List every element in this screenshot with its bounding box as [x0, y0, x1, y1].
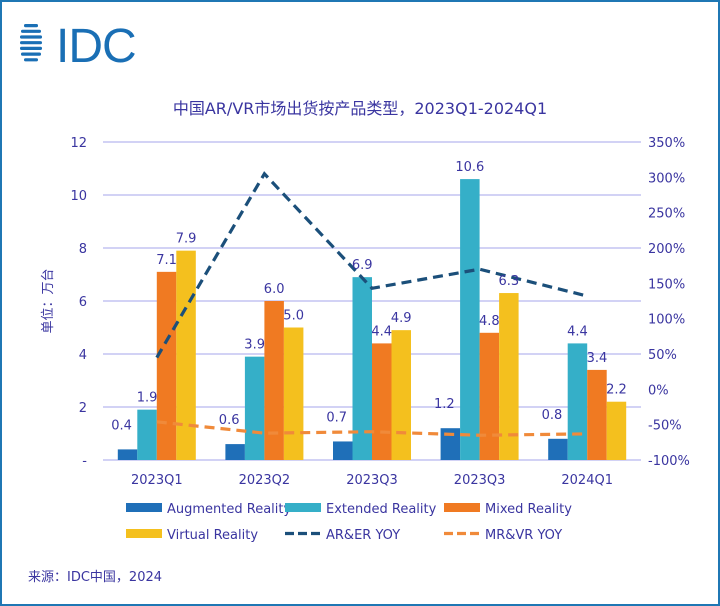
bar-extended-reality: [567, 343, 588, 460]
data-label: 4.9: [391, 311, 412, 326]
x-tick-label: 2023Q1: [131, 473, 183, 488]
y-axis-label: 单位：万台: [41, 268, 56, 333]
y-tick-label: 4: [79, 348, 87, 363]
y-tick-label: -: [82, 454, 87, 469]
logo-stripe: [24, 58, 38, 62]
idc-logo: IDC: [20, 20, 137, 73]
data-label: 0.8: [542, 408, 563, 423]
y-tick-label: 6: [79, 295, 87, 310]
bar-virtual-reality: [499, 293, 519, 460]
data-label: 0.7: [326, 410, 347, 425]
logo-stripe: [20, 35, 42, 39]
bar-augmented-reality: [548, 438, 568, 460]
y2-tick-label: 100%: [648, 313, 685, 328]
data-label: 4.4: [567, 324, 588, 339]
logo-stripe: [20, 46, 42, 50]
line-ar-er-yoy: [155, 171, 588, 359]
y2-tick-label: -100%: [648, 454, 690, 469]
data-label: 0.6: [219, 413, 240, 428]
legend-label: Extended Reality: [326, 502, 437, 517]
bar-virtual-reality: [606, 401, 627, 460]
y2-tick-label: -50%: [648, 419, 682, 434]
x-tick-label: 2023Q3: [346, 473, 398, 488]
bar-extended-reality: [137, 409, 157, 460]
bar-virtual-reality: [176, 250, 196, 460]
bar-mixed-reality: [372, 343, 392, 460]
bar-extended-reality: [244, 356, 265, 460]
data-label: 2.2: [606, 383, 627, 398]
bar-augmented-reality: [440, 428, 461, 460]
data-label: 7.9: [176, 232, 197, 247]
logo-text: IDC: [56, 20, 136, 73]
data-label: 6.0: [264, 282, 285, 297]
bar-augmented-reality: [225, 444, 245, 460]
data-label: 7.1: [156, 253, 177, 268]
data-label: 4.8: [479, 314, 500, 329]
y-tick-label: 10: [70, 189, 87, 204]
legend-swatch: [285, 503, 321, 512]
logo-stripe: [20, 41, 42, 45]
bar-augmented-reality: [117, 449, 138, 460]
legend-label: Mixed Reality: [485, 502, 572, 517]
data-label: 10.6: [455, 160, 484, 175]
y2-tick-label: 350%: [648, 136, 685, 151]
legend-swatch: [126, 529, 162, 538]
data-label: 5.0: [283, 309, 304, 324]
y-tick-label: 12: [70, 136, 87, 151]
chart-title: 中国AR/VR市场出货按产品类型，2023Q1-2024Q1: [173, 99, 547, 118]
line-mr-vr-yoy: [156, 420, 588, 437]
data-label: 3.4: [587, 351, 608, 366]
x-tick-label: 2024Q1: [561, 473, 613, 488]
legend-label: Augmented Reality: [167, 502, 291, 517]
legend-label: AR&ER YOY: [326, 528, 400, 543]
y2-tick-label: 200%: [648, 242, 685, 257]
bar-mixed-reality: [264, 301, 284, 460]
y-tick-label: 2: [79, 401, 87, 416]
y-tick-label: 8: [79, 242, 87, 257]
data-label: 1.2: [434, 397, 455, 412]
logo-stripe: [24, 24, 38, 28]
data-label: 6.9: [352, 258, 373, 273]
bar-extended-reality: [460, 179, 480, 460]
bar-virtual-reality: [391, 330, 411, 460]
source-note: 来源：IDC中国，2024: [28, 570, 162, 585]
y2-tick-label: 300%: [648, 171, 685, 186]
bar-mixed-reality: [156, 271, 177, 460]
data-label: 4.4: [371, 324, 392, 339]
x-tick-label: 2023Q3: [454, 473, 506, 488]
x-tick-label: 2023Q2: [239, 473, 291, 488]
bar-mixed-reality: [587, 369, 607, 460]
bar-augmented-reality: [333, 441, 353, 460]
logo-stripe: [21, 52, 41, 56]
legend-label: Virtual Reality: [167, 528, 258, 543]
data-label: 1.9: [137, 391, 158, 406]
y2-tick-label: 250%: [648, 207, 685, 222]
logo-stripe: [21, 29, 41, 33]
legend-swatch: [444, 503, 480, 512]
y2-tick-label: 50%: [648, 348, 677, 363]
data-label: 3.9: [244, 338, 265, 353]
bar-mixed-reality: [479, 332, 500, 460]
legend-label: MR&VR YOY: [485, 528, 562, 543]
legend-swatch: [126, 503, 162, 512]
y2-tick-label: 0%: [648, 383, 669, 398]
data-label: 0.4: [111, 418, 132, 433]
bar-virtual-reality: [283, 327, 304, 460]
y2-tick-label: 150%: [648, 277, 685, 292]
data-label: 6.3: [499, 274, 520, 289]
bar-extended-reality: [352, 277, 372, 460]
